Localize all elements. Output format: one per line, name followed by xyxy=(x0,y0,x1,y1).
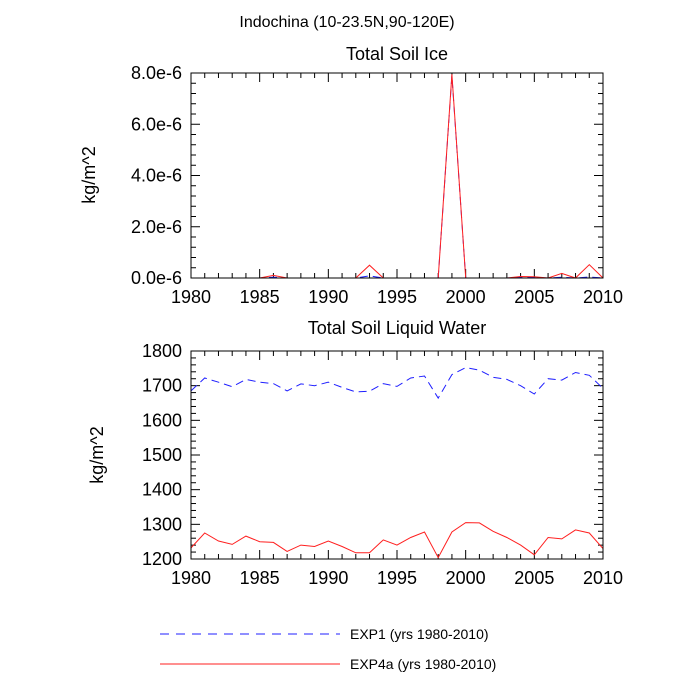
x-tick-label: 1990 xyxy=(308,287,348,307)
chart-soil-ice: Total Soil Ice kg/m^2 1980 1985 1990 1995 20… xyxy=(79,44,623,307)
series-line-exp1-soil-liquid-water xyxy=(190,367,604,400)
y-tick-label: 1200 xyxy=(142,549,182,569)
x-tick-label: 1980 xyxy=(171,287,211,307)
x-tick-label: 2000 xyxy=(446,568,486,588)
x-tick-label: 1990 xyxy=(308,568,348,588)
y-tick-label: 4.0e-6 xyxy=(131,166,182,186)
chart-title-soil-ice: Total Soil Ice xyxy=(346,44,448,64)
y-tick-label: 6.0e-6 xyxy=(131,114,182,134)
chart-soil-liquid-water: Total Soil Liquid Water kg/m^2 1980 1985 1… xyxy=(87,318,623,588)
y-tick-label: 1600 xyxy=(142,410,182,430)
chart-title-soil-liquid-water: Total Soil Liquid Water xyxy=(308,318,486,338)
x-tick-label: 2005 xyxy=(514,568,554,588)
y-tick-label: 0.0e-6 xyxy=(131,268,182,288)
x-tick-label: 1995 xyxy=(377,568,417,588)
legend: EXP1 (yrs 1980-2010) EXP4a (yrs 1980-201… xyxy=(160,626,496,672)
y-tick-label: 1300 xyxy=(142,514,182,534)
x-tick-label: 1985 xyxy=(240,287,280,307)
ylabel-soil-ice: kg/m^2 xyxy=(79,146,99,203)
series-line-exp1-soil-ice xyxy=(191,75,604,279)
x-tick-label: 2010 xyxy=(583,287,623,307)
series-line-exp4a-soil-ice xyxy=(191,74,604,279)
y-tick-label: 1800 xyxy=(142,341,182,361)
x-tick-label: 1995 xyxy=(377,287,417,307)
y-tick-label: 1700 xyxy=(142,376,182,396)
legend-label-exp4a: EXP4a (yrs 1980-2010) xyxy=(350,656,496,672)
x-tick-label: 1985 xyxy=(240,568,280,588)
plot-frame-soil-liquid-water xyxy=(190,350,604,560)
y-tick-label: 8.0e-6 xyxy=(131,63,182,83)
series-line-exp4a-soil-liquid-water xyxy=(190,522,604,559)
ylabel-soil-liquid-water: kg/m^2 xyxy=(87,426,107,483)
x-tick-label: 2000 xyxy=(446,287,486,307)
x-tick-label: 2010 xyxy=(583,568,623,588)
y-tick-label: 1400 xyxy=(142,480,182,500)
figure-title: Indochina (10-23.5N,90-120E) xyxy=(239,14,454,31)
x-tick-label: 1980 xyxy=(171,568,211,588)
y-tick-label: 2.0e-6 xyxy=(131,217,182,237)
y-tick-label: 1500 xyxy=(142,445,182,465)
legend-label-exp1: EXP1 (yrs 1980-2010) xyxy=(350,626,489,642)
x-tick-label: 2005 xyxy=(514,287,554,307)
plot-frame-soil-ice xyxy=(190,72,604,279)
